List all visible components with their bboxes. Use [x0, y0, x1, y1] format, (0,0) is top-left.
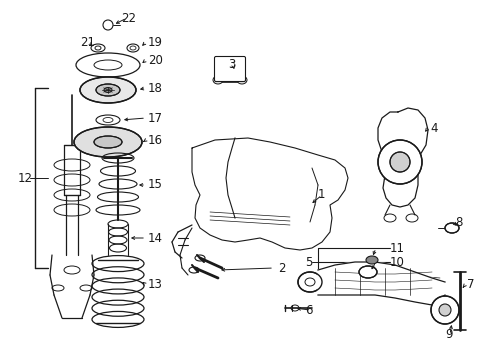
- Ellipse shape: [377, 140, 421, 184]
- Text: 6: 6: [305, 303, 312, 316]
- Ellipse shape: [444, 223, 458, 233]
- Text: 8: 8: [454, 216, 462, 229]
- Ellipse shape: [358, 266, 376, 278]
- Text: 9: 9: [444, 328, 451, 342]
- Polygon shape: [192, 138, 347, 250]
- Text: 13: 13: [148, 279, 163, 292]
- Text: 10: 10: [389, 256, 404, 269]
- Ellipse shape: [365, 256, 377, 264]
- Ellipse shape: [74, 127, 142, 157]
- Text: 14: 14: [148, 231, 163, 244]
- Text: 16: 16: [148, 134, 163, 147]
- Ellipse shape: [430, 296, 458, 324]
- Text: 12: 12: [18, 171, 33, 184]
- Ellipse shape: [438, 304, 450, 316]
- Ellipse shape: [104, 87, 112, 93]
- Text: 21: 21: [80, 36, 95, 49]
- Ellipse shape: [237, 76, 246, 84]
- Text: 15: 15: [148, 179, 163, 192]
- Polygon shape: [317, 262, 444, 305]
- Text: 22: 22: [121, 12, 136, 24]
- Polygon shape: [377, 108, 427, 207]
- Ellipse shape: [297, 272, 321, 292]
- Text: 20: 20: [148, 54, 163, 67]
- Text: 2: 2: [278, 261, 285, 274]
- Text: 3: 3: [227, 58, 235, 72]
- Text: 4: 4: [429, 122, 437, 135]
- Text: 7: 7: [466, 279, 473, 292]
- Text: 5: 5: [305, 256, 312, 269]
- Text: 17: 17: [148, 112, 163, 125]
- Ellipse shape: [80, 77, 136, 103]
- FancyBboxPatch shape: [214, 57, 245, 81]
- Text: 1: 1: [317, 189, 325, 202]
- Ellipse shape: [213, 76, 223, 84]
- Ellipse shape: [96, 84, 120, 96]
- Text: 19: 19: [148, 36, 163, 49]
- Text: 11: 11: [389, 242, 404, 255]
- Ellipse shape: [389, 152, 409, 172]
- Ellipse shape: [94, 136, 122, 148]
- Text: 18: 18: [148, 81, 163, 94]
